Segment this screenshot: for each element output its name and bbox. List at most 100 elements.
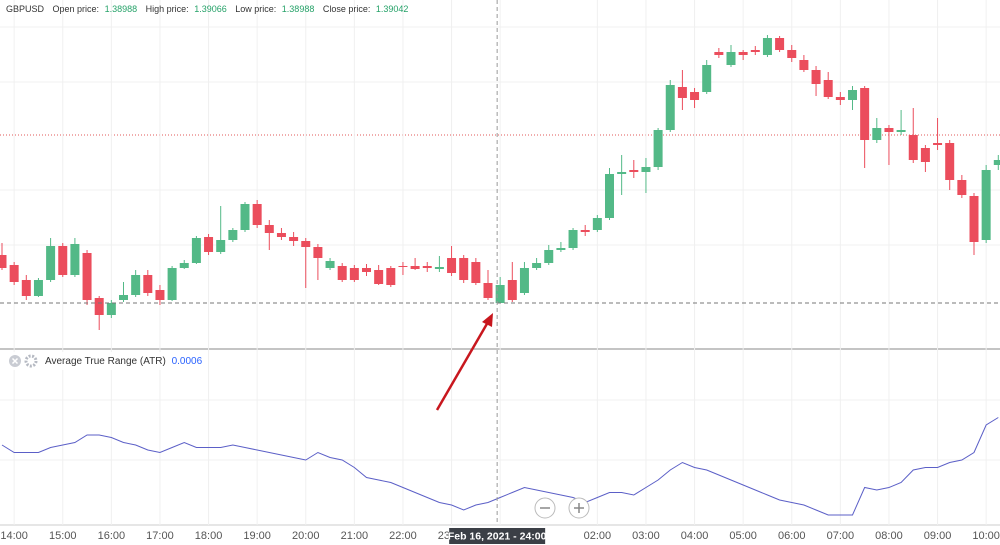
candle-body xyxy=(775,38,785,50)
x-tick-label: 04:00 xyxy=(681,530,709,542)
x-tick-label: 03:00 xyxy=(632,530,660,542)
ohlc-label: Close price: xyxy=(323,4,371,14)
x-tick-label: 02:00 xyxy=(584,530,612,542)
candle-body xyxy=(495,285,505,303)
candle-body xyxy=(884,128,894,132)
indicator-name: Average True Range (ATR) xyxy=(45,356,166,367)
candle-body xyxy=(216,240,226,252)
plus-icon xyxy=(574,503,584,513)
crosshair-label: Feb 16, 2021 - 24:00 xyxy=(448,530,547,542)
candle-body xyxy=(410,266,420,269)
ohlc-value: 1.39066 xyxy=(194,4,227,14)
candle-body xyxy=(204,237,214,252)
candle-body xyxy=(58,246,68,275)
candle-body xyxy=(240,204,250,230)
crosshair-label-bg xyxy=(449,528,546,544)
x-tick-label: 21:00 xyxy=(341,530,369,542)
ohlc-value: 1.38988 xyxy=(105,4,138,14)
candle-body xyxy=(228,230,238,240)
candle-body xyxy=(629,170,639,172)
candle-body xyxy=(726,52,736,65)
candle-body xyxy=(155,290,165,300)
candle-body xyxy=(993,160,1000,165)
candle-body xyxy=(398,266,408,267)
candle-body xyxy=(94,298,104,315)
x-tick-label: 22:00 xyxy=(389,530,417,542)
candle-body xyxy=(945,143,955,180)
x-tick-label: 06:00 xyxy=(778,530,806,542)
candle-body xyxy=(835,97,845,100)
candle-body xyxy=(276,233,286,237)
x-tick-label: 18:00 xyxy=(195,530,223,542)
candle-body xyxy=(532,263,542,268)
ohlc-label: High price: xyxy=(146,4,189,14)
zoom-controls xyxy=(534,497,590,519)
candle-body xyxy=(580,230,590,232)
candle-body xyxy=(787,50,797,58)
candle-body xyxy=(823,80,833,97)
candle-body xyxy=(167,268,177,300)
atr-line xyxy=(1,417,999,516)
x-tick-label: 07:00 xyxy=(827,530,855,542)
candle-body xyxy=(325,261,335,268)
candle-body xyxy=(33,280,43,296)
candle-body xyxy=(301,241,311,247)
candle-body xyxy=(386,268,396,285)
candle-body xyxy=(289,237,299,241)
candle-body xyxy=(653,130,663,167)
indicator-legend: Average True Range (ATR) 0.0006 xyxy=(45,356,203,367)
arrow-shaft xyxy=(435,321,490,411)
indicator-value: 0.0006 xyxy=(172,356,203,367)
x-tick-label: 15:00 xyxy=(49,530,77,542)
remove-icon xyxy=(11,357,19,365)
candle-body xyxy=(677,87,687,98)
annotation-arrow xyxy=(435,313,493,411)
candle-body xyxy=(313,247,323,258)
candle-body xyxy=(106,303,116,315)
arrow-head xyxy=(482,313,493,327)
candle-body xyxy=(860,88,870,140)
candle-body xyxy=(568,230,578,248)
candle-body xyxy=(641,167,651,172)
candle-body xyxy=(957,180,967,195)
candle-body xyxy=(131,275,141,295)
candle-body xyxy=(762,38,772,55)
x-tick-label: 16:00 xyxy=(98,530,126,542)
x-tick-label: 05:00 xyxy=(729,530,757,542)
candle-body xyxy=(592,218,602,230)
candle-body xyxy=(483,283,493,298)
candle-body xyxy=(702,65,712,92)
candle-body xyxy=(750,50,760,52)
candle-body xyxy=(349,268,359,280)
candle-body xyxy=(617,172,627,174)
candle-body xyxy=(519,268,529,293)
candle-body xyxy=(896,130,906,132)
settings-button[interactable] xyxy=(24,354,38,368)
candle-body xyxy=(70,244,80,275)
candle-body xyxy=(252,204,262,225)
candle-body xyxy=(46,246,56,280)
candle-body xyxy=(981,170,991,240)
candle-body xyxy=(447,258,457,273)
ohlc-value: 1.39042 xyxy=(376,4,409,14)
candle-body xyxy=(471,262,481,283)
candle-body xyxy=(908,135,918,160)
candle-body xyxy=(848,90,857,100)
x-tick-label: 08:00 xyxy=(875,530,903,542)
candle-body xyxy=(179,263,189,268)
candle-body xyxy=(544,250,554,263)
candle-body xyxy=(9,265,19,282)
candle-body xyxy=(264,225,274,233)
ohlc-value: 1.38988 xyxy=(282,4,315,14)
candle-body xyxy=(362,268,371,272)
candle-body xyxy=(434,267,444,269)
candle-body xyxy=(738,52,748,55)
candle-body xyxy=(969,196,979,242)
x-tick-label: 09:00 xyxy=(924,530,952,542)
candle-body xyxy=(556,248,566,250)
candle-body xyxy=(119,295,128,300)
candle-body xyxy=(507,280,517,300)
